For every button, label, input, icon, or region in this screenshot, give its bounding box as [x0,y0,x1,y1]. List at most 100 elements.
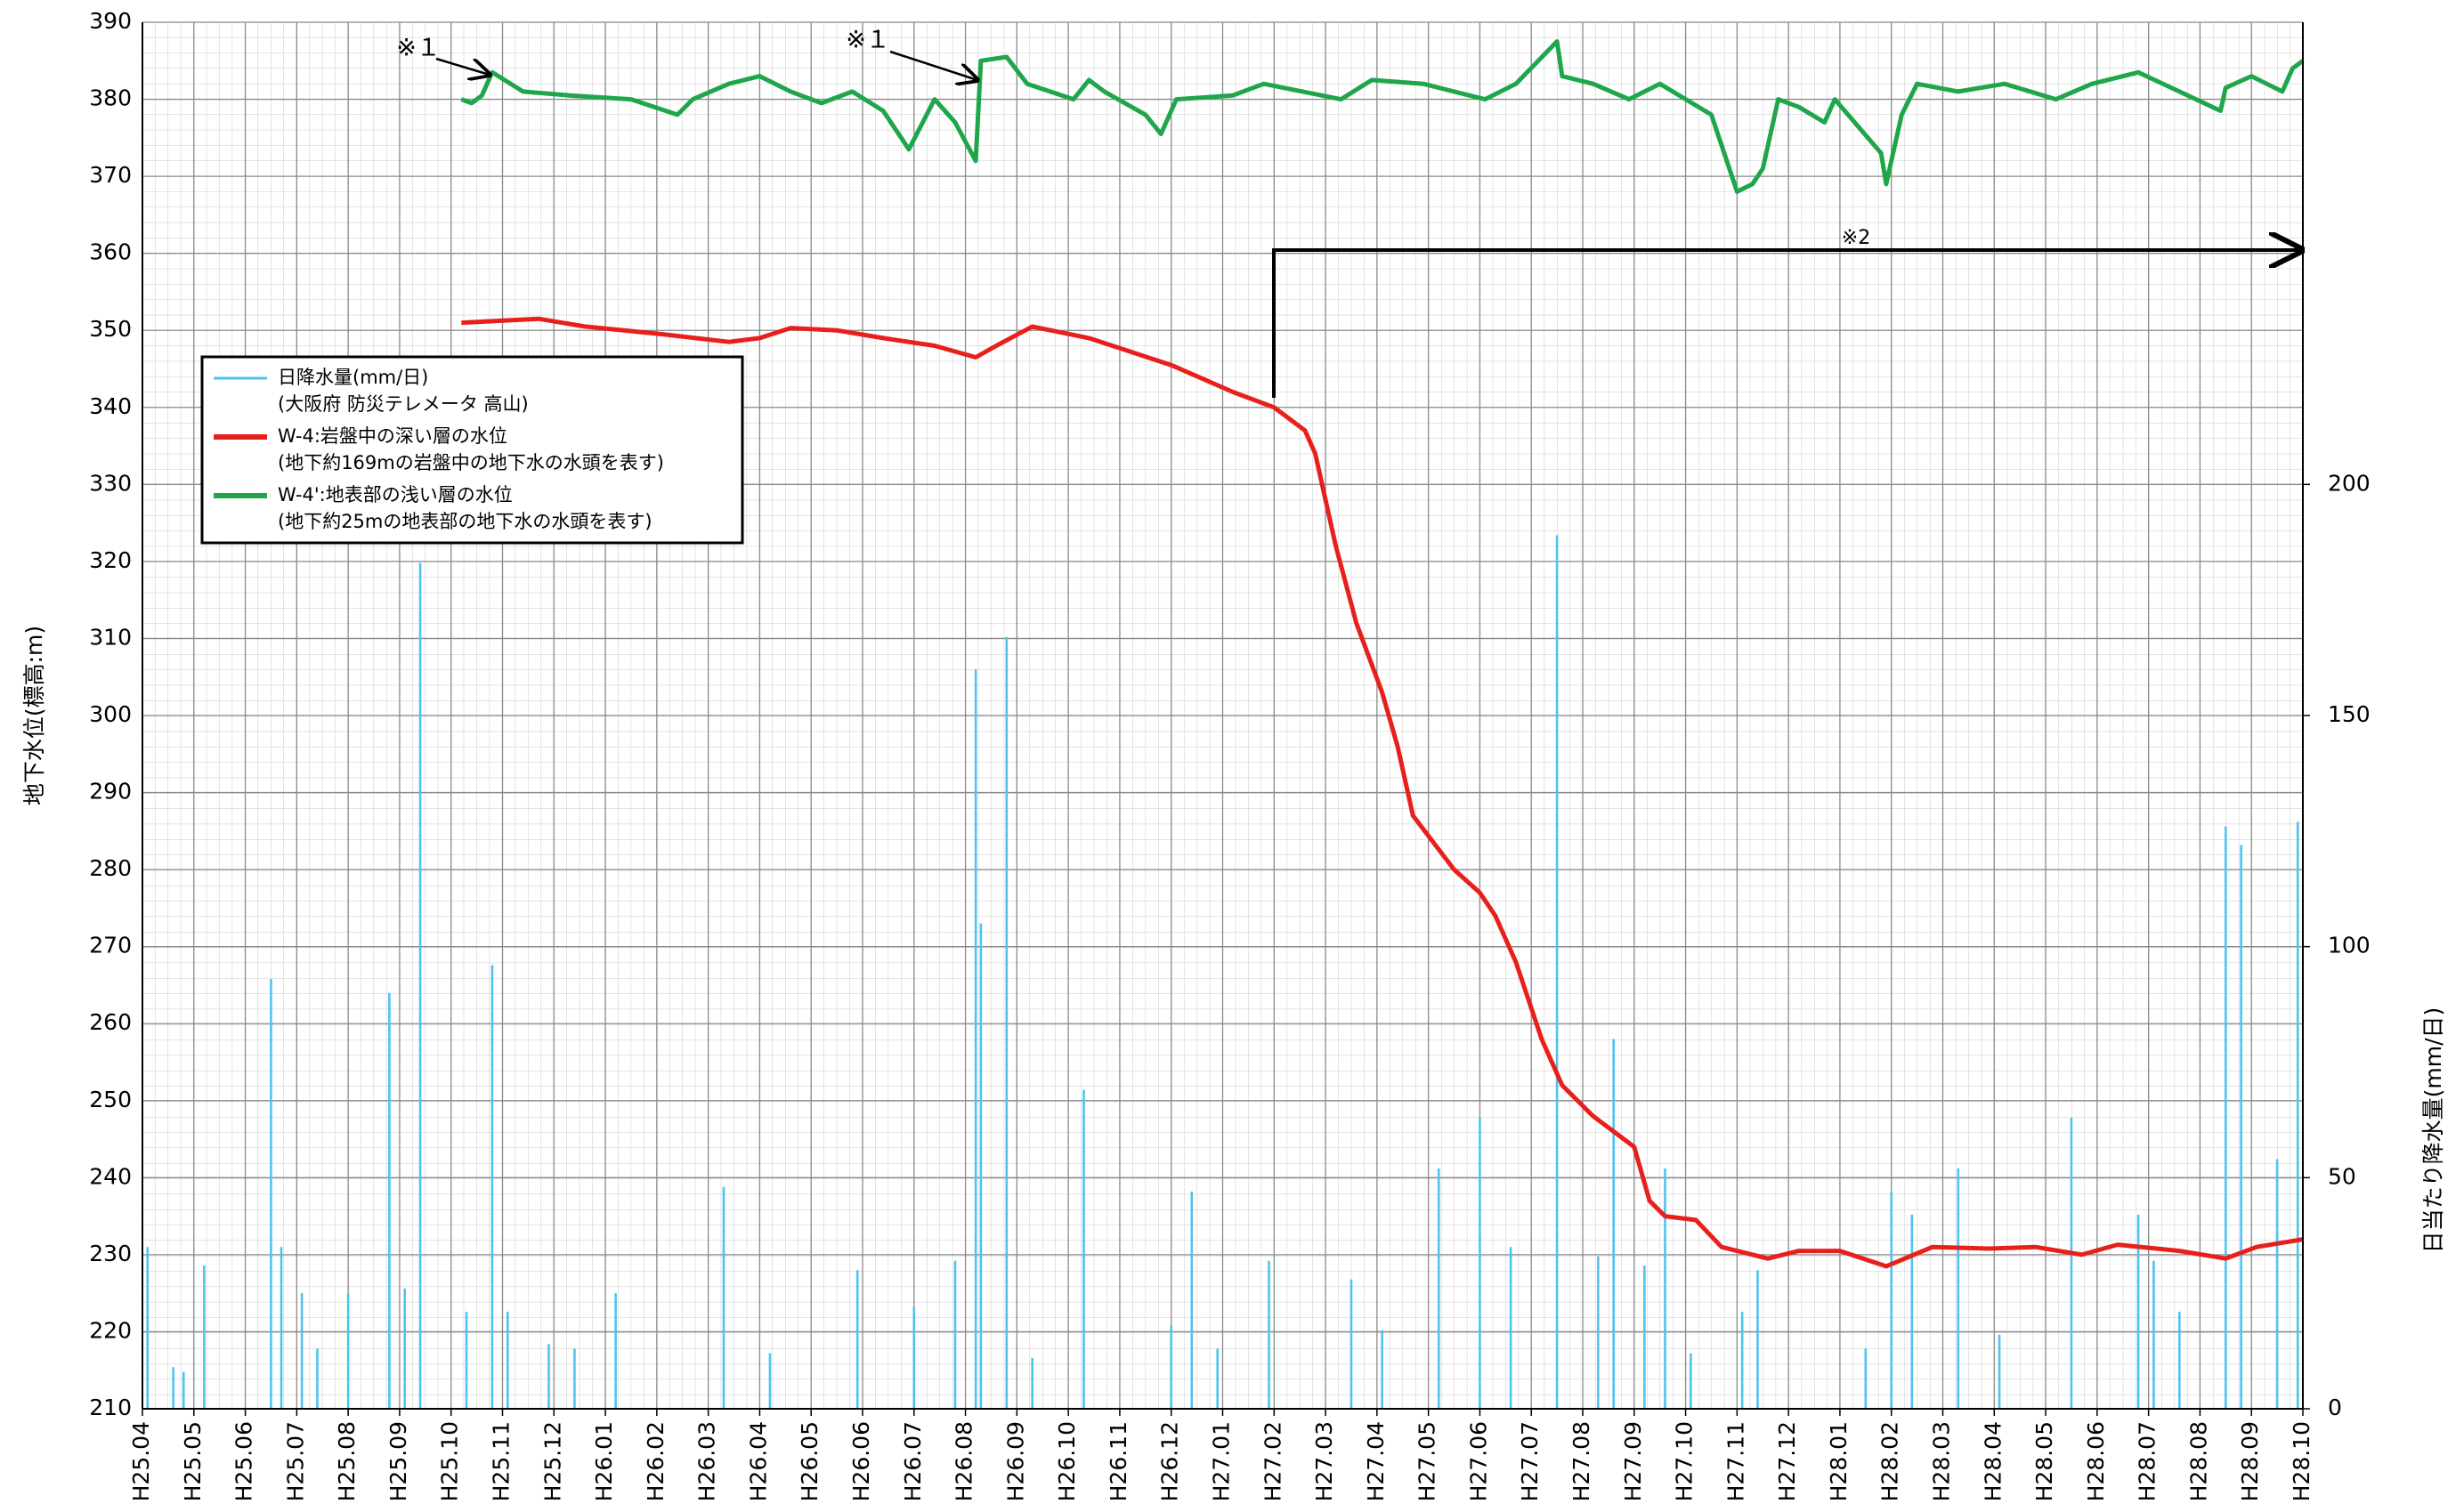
x-tick-label: H26.03 [694,1421,720,1501]
legend-label: W-4':地表部の浅い層の水位 [278,484,513,505]
y-tick-label: 350 [89,316,132,342]
y-tick-label: 370 [89,162,132,188]
x-tick-label: H28.01 [1826,1421,1852,1501]
rain-bar [974,669,977,1409]
rain-bar [172,1367,174,1409]
rain-bar [1664,1168,1666,1409]
x-tick-label: H27.12 [1774,1421,1800,1501]
x-tick-label: H27.02 [1260,1421,1285,1501]
y-tick-label: 290 [89,779,132,805]
rain-bar [614,1293,617,1409]
rain-bar [1597,1256,1600,1409]
x-tick-label: H25.07 [282,1421,308,1501]
rain-bar [855,1270,859,1409]
rain-bar [1910,1214,1914,1409]
x-tick-label: H28.04 [1980,1421,2006,1501]
rain-bar [573,1348,576,1409]
rain-bar [1509,1247,1512,1409]
annotation: ※１ [396,35,441,62]
legend-note: (大阪府 防災テレメータ 高山) [278,393,529,415]
y-tick-label: 360 [89,239,132,265]
x-tick-label: H26.09 [1002,1421,1028,1501]
y-tick-label: 320 [89,547,132,573]
rain-bar [1082,1089,1085,1409]
bracket-arrow [1272,250,2301,398]
legend: 日降水量(mm/日) (大阪府 防災テレメータ 高山) W-4:岩盤中の深い層の水位… [200,355,744,545]
x-tick-label: H25.08 [334,1421,360,1501]
x-tick-label: H27.05 [1414,1421,1440,1501]
x-tick-label: H28.07 [2135,1421,2160,1501]
rain-bar [1437,1168,1440,1409]
rain-bar [1740,1311,1744,1409]
rain-bar [1005,636,1009,1409]
rain-bar [2070,1117,2073,1409]
y-tick-label: 260 [89,1009,132,1035]
y2-axis-title: 日当たり降水量(mm/日) [2420,1007,2446,1254]
x-tick-label: H25.11 [489,1421,515,1501]
water-level-line [461,316,2304,1269]
rain-bar [1690,1353,1692,1409]
rain-bar [1170,1325,1173,1409]
x-tick-label: H25.06 [231,1421,257,1501]
y-tick-label: 330 [89,470,132,496]
rain-bar [1864,1348,1868,1409]
x-tick-label: H25.04 [128,1421,154,1501]
x-tick-label: H25.05 [180,1421,206,1501]
x-tick-label: H28.09 [2237,1421,2263,1501]
water-level-line [460,39,2305,194]
x-tick-label: H27.06 [1465,1421,1491,1501]
y2-tick-label: 200 [2328,470,2371,496]
y2-tick-label: 50 [2328,1163,2356,1189]
y2-tick-label: 150 [2328,701,2371,727]
x-tick-label: H28.08 [2185,1421,2211,1501]
annotation: ※2 [1842,227,1870,249]
rain-bar [300,1293,304,1409]
rain-bar [146,1247,150,1409]
annotation-arrow [435,57,490,75]
y2-tick-label: 100 [2328,933,2371,958]
rain-bar [1957,1168,1960,1409]
x-tick-label: H27.09 [1620,1421,1646,1501]
rain-bar [979,923,983,1409]
rain-bar [1555,535,1559,1409]
x-tick-label: H28.10 [2289,1421,2314,1501]
y-tick-label: 390 [89,8,132,34]
y-axis-title: 地下水位(標高:m) [21,626,47,805]
rain-bar [1190,1191,1194,1409]
x-tick-label: H27.08 [1568,1421,1594,1501]
rain-bar [2275,1159,2279,1409]
x-tick-label: H25.10 [437,1421,463,1501]
x-tick-label: H28.02 [1877,1421,1903,1501]
rain-bar [2240,845,2242,1409]
rain-bar [1890,1191,1893,1409]
y-tick-label: 250 [89,1087,132,1112]
y-tick-label: 230 [89,1241,132,1266]
y2-tick-label: 0 [2328,1395,2342,1420]
rain-bar [2178,1311,2181,1409]
rain-bar [203,1265,206,1409]
annotation-arrow [889,50,977,80]
rain-bar [316,1348,319,1409]
rain-bar [2296,821,2299,1409]
x-tick-label: H26.06 [848,1421,874,1501]
rain-bar [2152,1260,2155,1409]
rain-bar [403,1288,407,1409]
rain-bar [2136,1214,2140,1409]
rain-bar [768,1353,772,1409]
y-tick-label: 300 [89,701,132,727]
rain-bar [280,1247,283,1409]
rain-bar [1756,1270,1759,1409]
rain-bar [182,1371,185,1409]
y-tick-label: 220 [89,1317,132,1343]
x-tick-label: H27.11 [1722,1421,1748,1501]
x-tick-label: H26.12 [1157,1421,1183,1501]
x-tick-label: H27.04 [1363,1421,1389,1501]
y-tick-label: 240 [89,1163,132,1189]
y-tick-label: 310 [89,624,132,650]
x-tick-label: H28.03 [1929,1421,1955,1501]
x-tick-label: H26.10 [1054,1421,1080,1501]
rain-bar [506,1311,509,1409]
x-tick-label: H28.06 [2083,1421,2109,1501]
annotation: ※１ [846,27,890,54]
